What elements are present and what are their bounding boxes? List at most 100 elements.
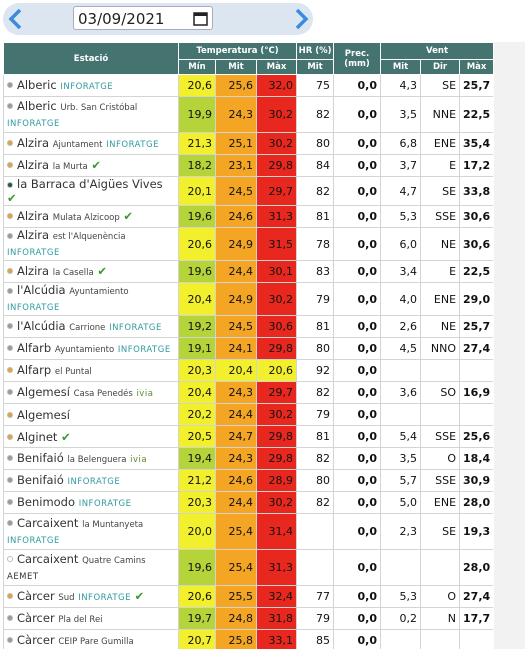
- wind-max-cell: 17,7: [459, 607, 493, 630]
- wind-mit-cell: [380, 549, 422, 586]
- hr-cell: 79: [296, 607, 335, 630]
- scroll-area: [494, 42, 525, 649]
- max-cell: 30,2: [255, 96, 298, 133]
- station-row: Alzira la Casella ✔ 19,6 24,4 30,1 83 0,0 3,4 E…: [3, 260, 493, 283]
- hr-cell: 84: [296, 154, 335, 177]
- mit-cell: 23,1: [215, 154, 257, 177]
- mit-cell: 24,9: [215, 282, 257, 316]
- mit-cell: 25,6: [215, 74, 257, 97]
- station-place: Urb. San Cristóbal: [60, 102, 138, 113]
- date-input[interactable]: 03/09/2021: [73, 6, 213, 30]
- max-cell: 28,9: [255, 469, 298, 492]
- station-name: Alberic: [17, 98, 57, 113]
- mit-cell: 24,5: [215, 315, 257, 338]
- status-dot: [7, 287, 13, 294]
- status-dot: [7, 213, 13, 219]
- source-tag: INFORATGE: [7, 118, 60, 129]
- min-cell: 19,9: [178, 96, 216, 133]
- mit-cell: 25,1: [215, 132, 257, 155]
- max-cell: 30,2: [255, 403, 298, 426]
- wind-dir-cell: NE: [420, 315, 461, 338]
- min-cell: 20,7: [178, 629, 216, 649]
- min-cell: 18,2: [178, 154, 216, 177]
- wind-mit-cell: 3,5: [380, 96, 422, 133]
- station-place: Carrione: [69, 322, 106, 333]
- mit-cell: 24,9: [215, 227, 257, 261]
- verified-check: ✔: [97, 263, 108, 278]
- station-name: Alfarp: [17, 362, 52, 377]
- station-cell: Algemesí: [3, 403, 179, 426]
- prec-cell: 0,0: [333, 227, 382, 261]
- prec-cell: 0,0: [333, 447, 382, 470]
- mit-cell: 20,4: [215, 359, 257, 382]
- sub-head: Màx: [255, 59, 298, 75]
- station-name: Benimodo: [17, 494, 76, 509]
- station-name: Alginet: [17, 429, 58, 444]
- prec-cell: 0,0: [333, 629, 382, 649]
- hr-cell: 79: [296, 282, 335, 316]
- wind-max-cell: 19,3: [459, 513, 493, 550]
- source-tag: INFORATGE: [7, 535, 60, 546]
- calendar-icon[interactable]: [193, 11, 208, 26]
- next-day[interactable]: [288, 7, 312, 31]
- wind-max-cell: 27,4: [459, 585, 493, 608]
- max-cell: 31,3: [255, 549, 298, 586]
- wind-mit-cell: 5,3: [380, 585, 422, 608]
- col-head: Estació: [3, 42, 179, 75]
- min-cell: 19,2: [178, 315, 216, 338]
- station-row: Alzira Mulata Alzicoop ✔ 19,6 24,6 31,3 81 0,…: [3, 205, 493, 228]
- station-name: Benifaió: [17, 450, 64, 465]
- date: 03/09/2021: [78, 10, 165, 28]
- wind-mit-cell: 5,3: [380, 205, 422, 228]
- hr-cell: 80: [296, 132, 335, 155]
- mit-cell: 24,4: [215, 260, 257, 283]
- min-cell: 20,1: [178, 176, 216, 206]
- min-cell: 20,5: [178, 425, 216, 448]
- wind-max-cell: [459, 403, 493, 426]
- source-tag: INFORATGE: [117, 344, 171, 355]
- station-row: Benifaió INFORATGE 21,2 24,6 28,9 80 0,0 5,7 SS…: [3, 469, 493, 492]
- station-cell: Alzira Ajuntament INFORATGE: [3, 132, 179, 155]
- sub-head: Mín: [178, 59, 216, 75]
- wind-max-cell: 22,5: [459, 260, 493, 283]
- prec-cell: 0,0: [333, 607, 382, 630]
- prec-cell: 0,0: [333, 205, 382, 228]
- wind-max-cell: 22,5: [459, 96, 493, 133]
- station-row: l'Alcúdia Ayuntamiento INFORATGE 20,4 24,9…: [3, 282, 493, 316]
- mit-cell: 24,1: [215, 337, 257, 360]
- wind-dir-cell: SSE: [420, 205, 461, 228]
- station-place: Pla del Rei: [58, 614, 103, 625]
- max-cell: 29,7: [255, 176, 298, 206]
- wind-dir-cell: O: [420, 585, 461, 608]
- max-cell: 29,8: [255, 154, 298, 177]
- wind-dir-cell: [420, 549, 461, 586]
- station-row: l'Alcúdia Carrione INFORATGE 19,2 24,5 30,6…: [3, 315, 493, 338]
- prec-cell: 0,0: [333, 176, 382, 206]
- prev-day[interactable]: [5, 7, 29, 31]
- station-cell: Càrcer Sud INFORATGE ✔: [3, 585, 179, 608]
- wind-mit-cell: 2,6: [380, 315, 422, 338]
- status-dot: [7, 499, 13, 505]
- sub-head: Mit: [296, 59, 335, 75]
- station-cell: Benimodo INFORATGE: [3, 491, 179, 514]
- sub-head: Màx: [459, 59, 493, 75]
- station-name: Benifaió: [17, 472, 64, 487]
- station-place: Mulata Alzicoop: [52, 212, 120, 223]
- station-place: la Muntanyeta: [82, 519, 144, 530]
- wind-mit-cell: 4,3: [380, 74, 422, 97]
- status-dot: [7, 477, 13, 483]
- station-cell: Alfarb Ayuntamiento INFORATGE: [3, 337, 179, 360]
- station-cell: l'Alcúdia Ayuntamiento INFORATGE: [3, 282, 179, 316]
- wind-max-cell: 27,4: [459, 337, 493, 360]
- status-dot: [7, 593, 13, 599]
- status-dot: [7, 181, 13, 188]
- mit-cell: 24,4: [215, 403, 257, 426]
- wind-mit-cell: [380, 629, 422, 649]
- status-dot: [7, 232, 13, 239]
- station-name: Alzira: [17, 157, 50, 172]
- prec-cell: 0,0: [333, 282, 382, 316]
- station-name: l'Alcúdia: [17, 283, 66, 297]
- prec-cell: 0,0: [333, 337, 382, 360]
- status-dot: [7, 103, 13, 109]
- station-name: Algemesí: [17, 407, 70, 422]
